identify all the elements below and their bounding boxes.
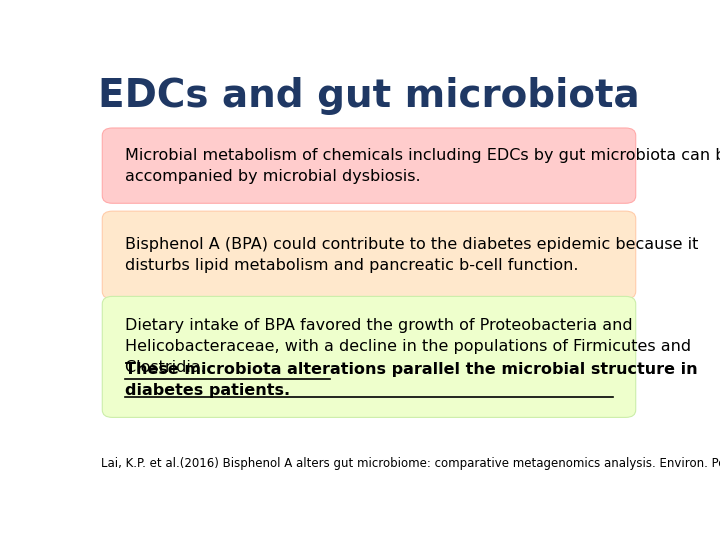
- FancyBboxPatch shape: [102, 211, 636, 299]
- Text: Microbial metabolism of chemicals including EDCs by gut microbiota can be
accomp: Microbial metabolism of chemicals includ…: [125, 147, 720, 184]
- Text: Bisphenol A (BPA) could contribute to the diabetes epidemic because it
disturbs : Bisphenol A (BPA) could contribute to th…: [125, 237, 698, 273]
- Text: Dietary intake of BPA favored the growth of Proteobacteria and
Helicobacteraceae: Dietary intake of BPA favored the growth…: [125, 319, 690, 375]
- FancyBboxPatch shape: [102, 128, 636, 203]
- Text: These microbiota alterations parallel the microbial structure in
diabetes patien: These microbiota alterations parallel th…: [125, 362, 697, 399]
- Text: EDCs and gut microbiota: EDCs and gut microbiota: [98, 77, 640, 115]
- Text: Lai, K.P. et al.(2016) Bisphenol A alters gut microbiome: comparative metagenomi: Lai, K.P. et al.(2016) Bisphenol A alter…: [101, 457, 720, 470]
- FancyBboxPatch shape: [102, 296, 636, 417]
